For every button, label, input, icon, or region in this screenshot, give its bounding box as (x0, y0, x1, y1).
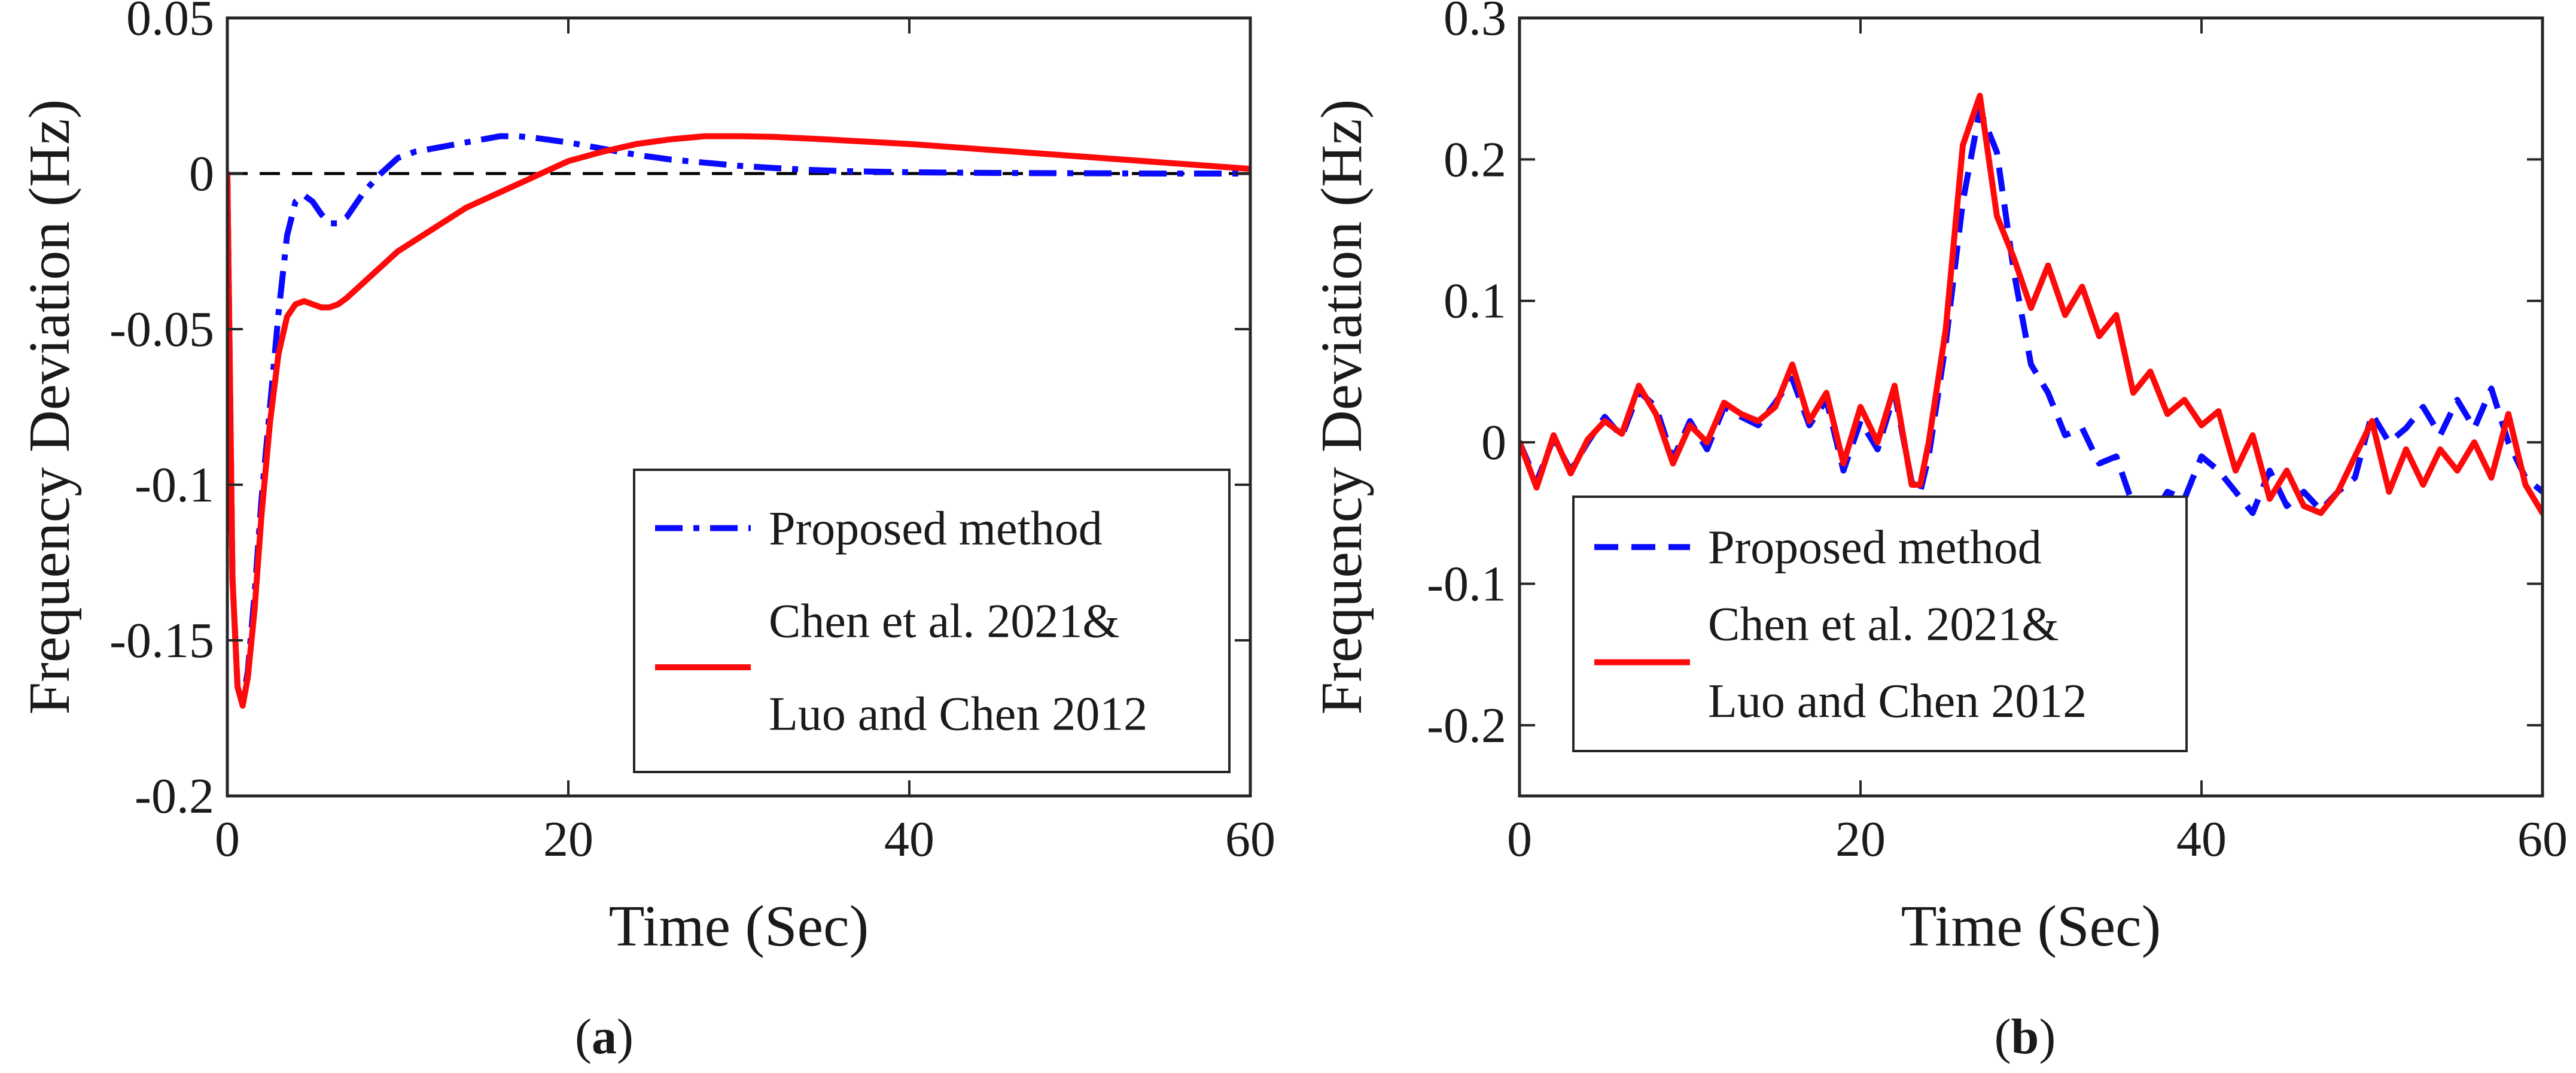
chart-panel-a: 0 20 40 60 -0.2 -0.15 -0.1 -0.05 0 0.05 Time (Sec… (17, 0, 1275, 1065)
x-tick-label: 0 (215, 811, 240, 867)
y-axis-label: Frequency Deviation (Hz) (1310, 99, 1374, 715)
panel-label-b: (b) (1995, 1009, 2056, 1065)
x-tick-label: 40 (2176, 811, 2227, 867)
x-axis-label: Time (Sec) (609, 894, 869, 959)
plot-area-frame (226, 16, 1252, 798)
panel-letter-b: b (2011, 1009, 2039, 1065)
y-tick-label: 0.2 (1444, 132, 1506, 187)
panel-letter-a: a (592, 1009, 617, 1065)
legend-box (633, 469, 1231, 773)
legend-entry-chen-2021: Chen et al. 2021& (1708, 598, 2059, 651)
legend-entry-proposed-method: Proposed method (769, 503, 1103, 555)
legend-box (1572, 496, 2188, 752)
series-line-chen-luo (1520, 93, 2542, 516)
x-tick-label: 60 (1225, 811, 1275, 867)
y-tick-label: 0 (189, 146, 214, 202)
legend-entry-luo-2012: Luo and Chen 2012 (1708, 675, 2087, 728)
legend: Proposed method Chen et al. 2021& Luo an… (633, 469, 1231, 773)
y-axis-label: Frequency Deviation (Hz) (17, 99, 82, 715)
legend-entry-luo-2012: Luo and Chen 2012 (769, 688, 1147, 741)
legend-entry-chen-2021: Chen et al. 2021& (769, 595, 1120, 648)
x-tick-label: 40 (884, 811, 934, 867)
series-line-chen-luo (227, 133, 1250, 709)
y-tick-label: -0.2 (1427, 698, 1506, 753)
y-tick-label: -0.15 (109, 613, 214, 668)
x-tick-label: 20 (1835, 811, 1886, 867)
x-tick-label: 60 (2517, 811, 2568, 867)
legend: Proposed method Chen et al. 2021& Luo an… (1572, 496, 2188, 752)
y-tick-label: -0.1 (1427, 556, 1506, 612)
y-tick-label: -0.1 (135, 457, 214, 513)
x-tick-label: 0 (1507, 811, 1532, 867)
y-tick-label: -0.05 (109, 302, 214, 357)
y-tick-label: 0.05 (126, 0, 214, 46)
x-axis-label: Time (Sec) (1901, 894, 2161, 959)
plot-area-frame (1518, 16, 2544, 798)
y-tick-label: -0.2 (135, 768, 214, 824)
panel-label-a: (a) (575, 1009, 634, 1065)
y-tick-label: 0.3 (1444, 0, 1506, 46)
y-tick-label: 0.1 (1444, 273, 1506, 329)
legend-entry-proposed-method: Proposed method (1708, 521, 2042, 574)
chart-panel-b: 0 20 40 60 -0.2 -0.1 0 0.1 0.2 0.3 Time (Sec) Fre… (1310, 0, 2568, 1065)
y-tick-label: 0 (1481, 415, 1506, 470)
x-tick-label: 20 (543, 811, 593, 867)
